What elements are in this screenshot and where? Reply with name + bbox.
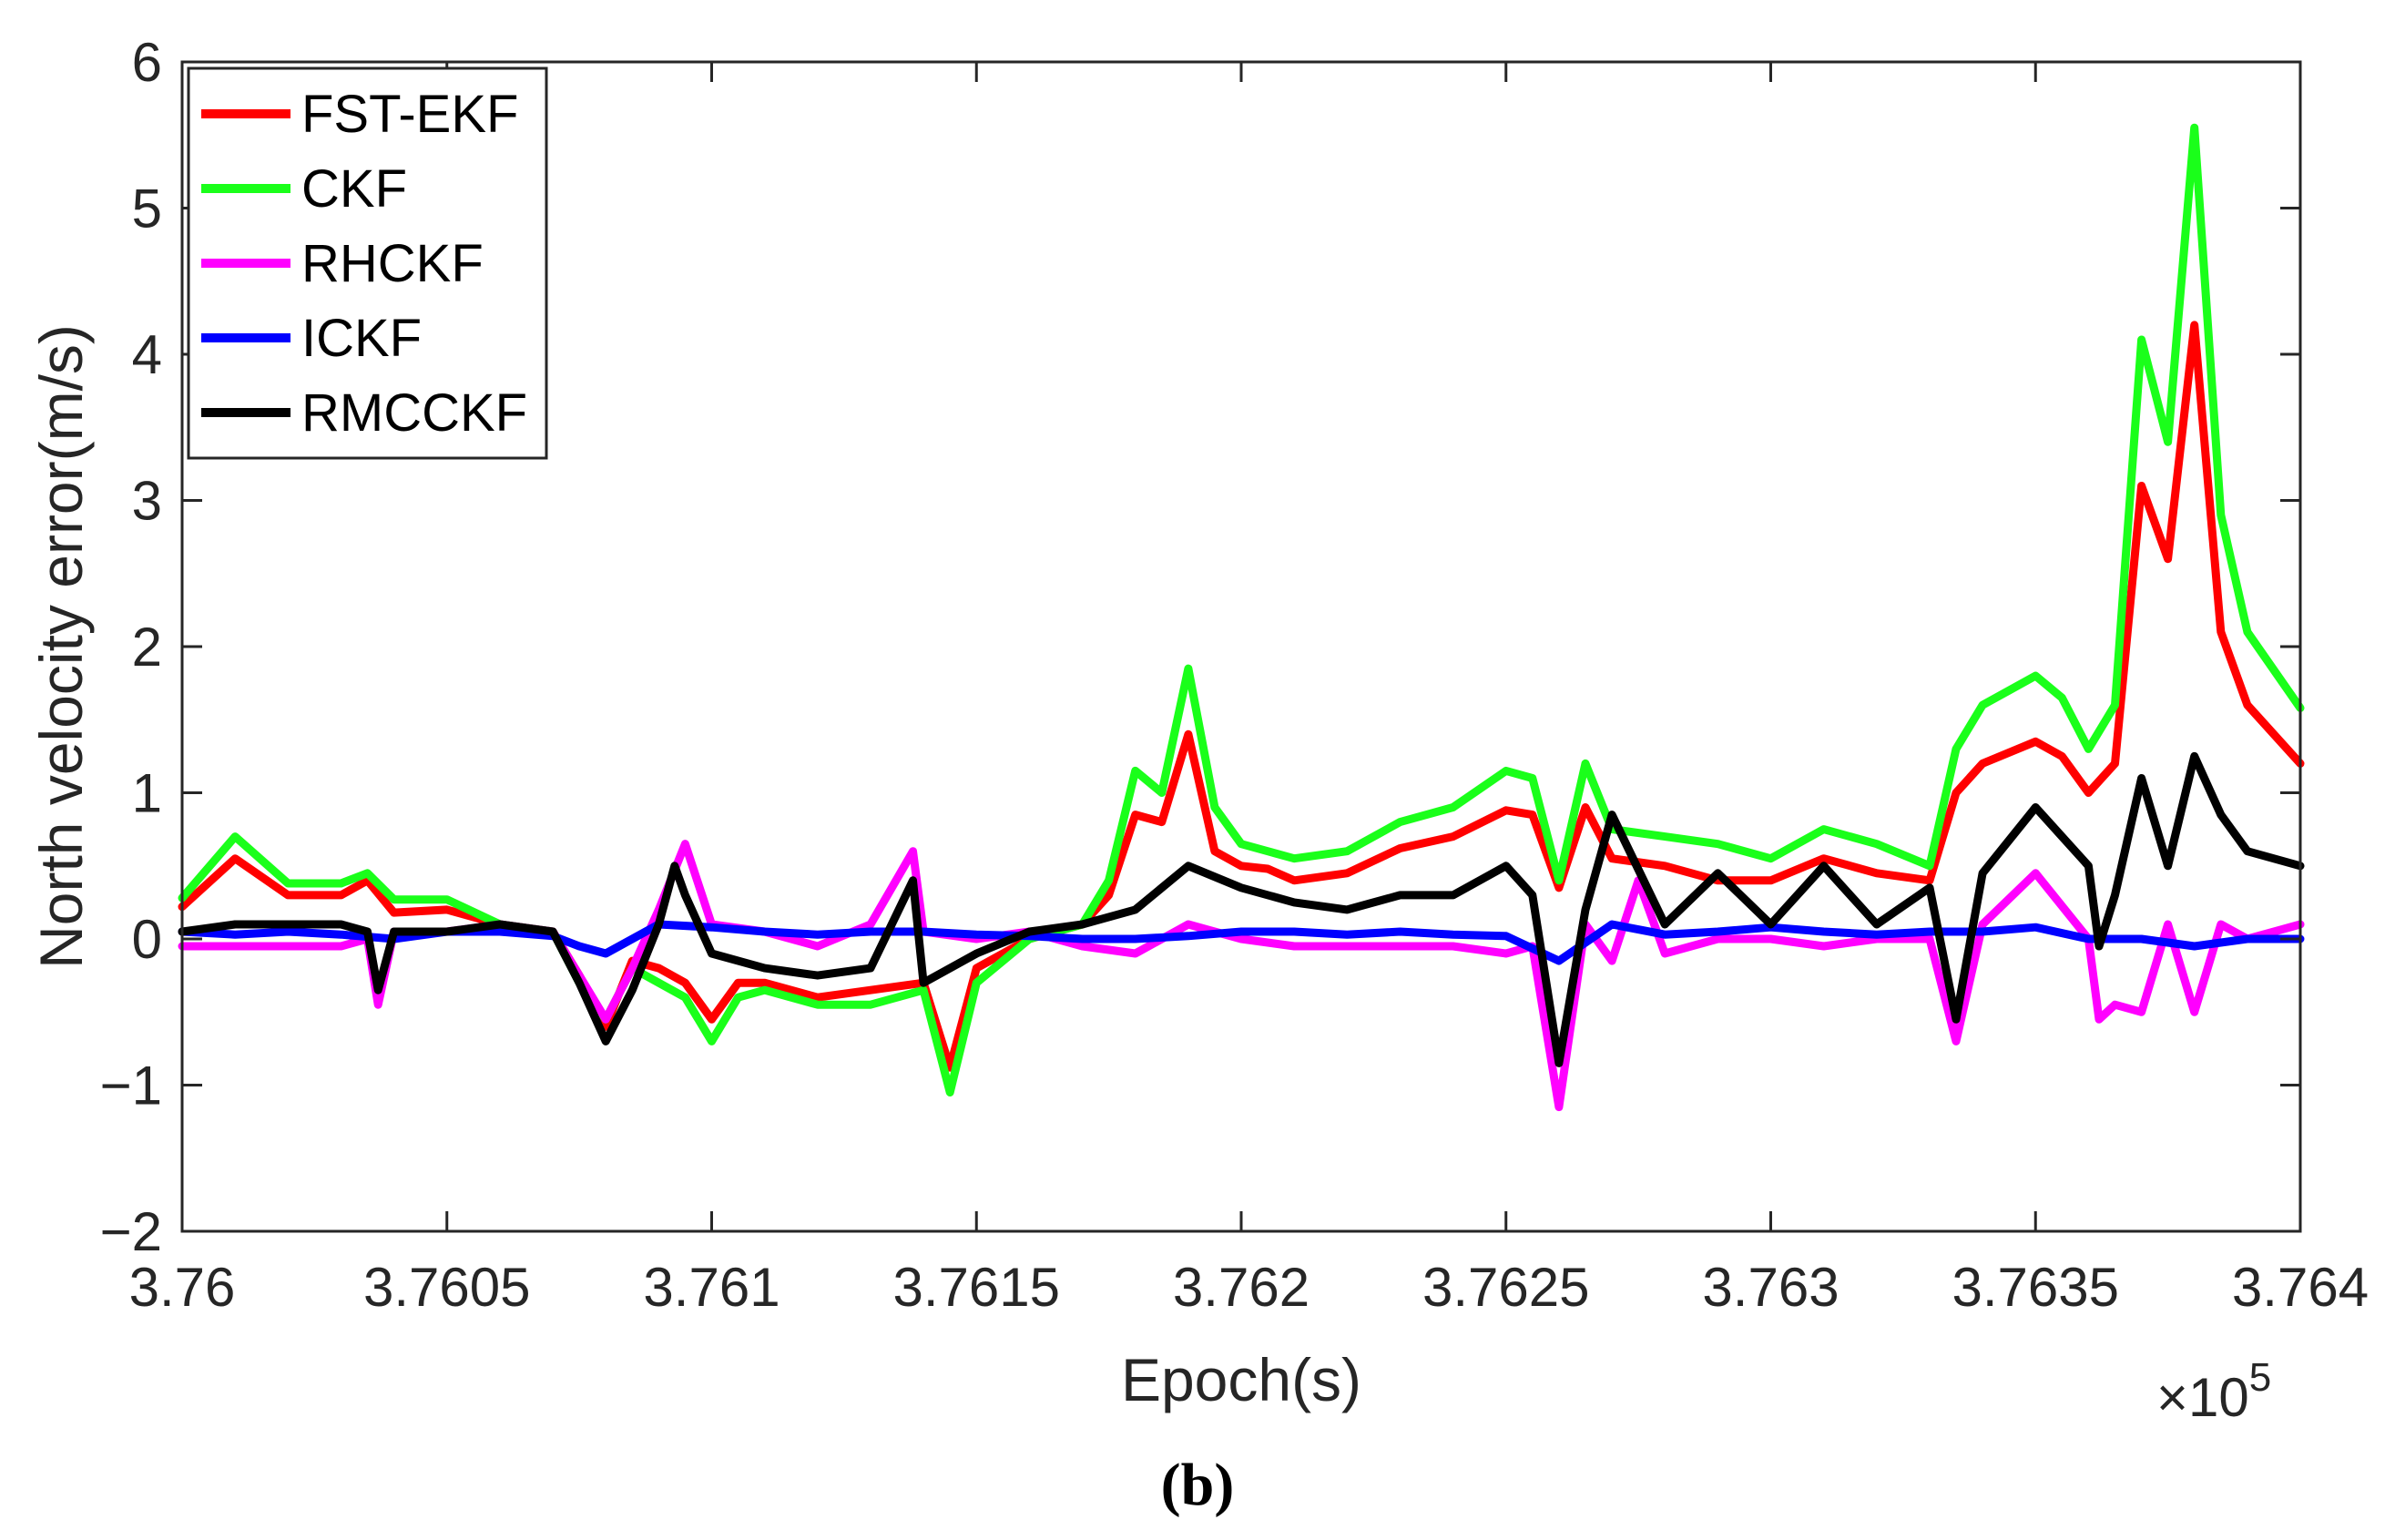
legend-box bbox=[187, 66, 548, 460]
legend-label: CKF bbox=[301, 159, 407, 219]
legend-label: ICKF bbox=[301, 309, 422, 368]
y-tick-label: 0 bbox=[132, 909, 162, 970]
y-tick-label: 2 bbox=[132, 617, 162, 678]
x-tick-label: 3.764 bbox=[2232, 1257, 2369, 1318]
y-tick-label: 6 bbox=[132, 32, 162, 93]
series-layer bbox=[178, 123, 2305, 1112]
y-tick-label: 5 bbox=[132, 178, 162, 240]
x-tick-label: 3.762 bbox=[1173, 1257, 1310, 1318]
y-axis-label: North velocity error(m/s) bbox=[27, 324, 95, 969]
x-tick-label: 3.7615 bbox=[892, 1257, 1060, 1318]
x-axis-label: Epoch(s) bbox=[1121, 1346, 1361, 1413]
x-tick-label: 3.76 bbox=[129, 1257, 236, 1318]
x-exponent-power: 5 bbox=[2249, 1355, 2271, 1400]
caption: (b) bbox=[1161, 1452, 1235, 1518]
x-axis: 3.76 3.7605 3.761 3.7615 3.762 3.7625 3.763 3.7… bbox=[129, 62, 2369, 1318]
y-tick-label: 4 bbox=[132, 324, 162, 385]
x-tick-label: 3.7625 bbox=[1422, 1257, 1590, 1318]
x-tick-label: 3.7635 bbox=[1952, 1257, 2119, 1318]
legend: FST-EKF CKF RHCKF ICKF RMCCKF bbox=[187, 66, 548, 460]
x-tick-label: 3.763 bbox=[1702, 1257, 1839, 1318]
y-tick-label: −2 bbox=[100, 1201, 162, 1262]
y-tick-label: 3 bbox=[132, 471, 162, 532]
y-tick-label: −1 bbox=[100, 1056, 162, 1117]
y-tick-label: 1 bbox=[132, 763, 162, 824]
x-tick-label: 3.761 bbox=[643, 1257, 780, 1318]
x-exponent-base: ×10 bbox=[2156, 1367, 2249, 1428]
legend-label: RMCCKF bbox=[301, 383, 527, 443]
legend-label: FST-EKF bbox=[301, 85, 518, 144]
x-tick-label: 3.7605 bbox=[363, 1257, 531, 1318]
legend-label: RHCKF bbox=[301, 234, 484, 293]
series-line-rmcckf bbox=[178, 751, 2305, 1067]
y-axis: −2 −1 0 1 2 3 4 5 6 bbox=[100, 32, 2300, 1262]
x-exponent-label: ×105 bbox=[2156, 1355, 2271, 1428]
